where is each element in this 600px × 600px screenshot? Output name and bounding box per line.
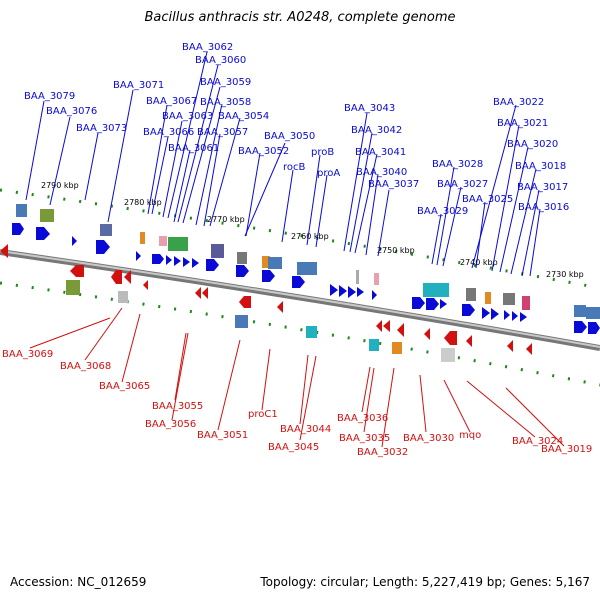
genome-summary-text: Topology: circular; Length: 5,227,419 bp… (260, 575, 590, 589)
gene-label: BAA_3020 (507, 139, 558, 150)
gene-label: mqo (459, 430, 481, 441)
gene-label: BAA_3060 (195, 55, 246, 66)
gene-label: BAA_3029 (417, 206, 468, 217)
gene-label: BAA_3071 (113, 80, 164, 91)
tick-label: 2790 kbp (41, 181, 79, 190)
gene-label: BAA_3056 (145, 419, 196, 430)
gene-label: BAA_3076 (46, 106, 97, 117)
gene-label: BAA_3035 (339, 433, 390, 444)
top-gene-labels: BAA_3062 BAA_3060 BAA_3059 BAA_3071 BAA_… (24, 42, 569, 217)
gene-label: BAA_3050 (264, 131, 315, 142)
tick-label: 2740 kbp (460, 258, 498, 267)
gene-label: BAA_3055 (152, 401, 203, 412)
gene-label: BAA_3025 (462, 194, 513, 205)
bottom-leader-lines (29, 307, 565, 448)
gene-label: BAA_3051 (197, 430, 248, 441)
genome-title: Bacillus anthracis str. A0248, complete … (144, 10, 456, 25)
gene-label: BAA_3066 (143, 127, 194, 138)
tick-label: 2770 kbp (207, 215, 245, 224)
gene-blocks (16, 204, 600, 362)
gene-label: BAA_3062 (182, 42, 233, 53)
gene-label: BAA_3058 (200, 97, 251, 108)
top-leader-lines (25, 51, 541, 277)
gene-label: BAA_3068 (60, 361, 111, 372)
gene-label: BAA_3017 (517, 182, 568, 193)
gene-label: BAA_3043 (344, 103, 395, 114)
gene-label: BAA_3040 (356, 167, 407, 178)
gene-label: BAA_3045 (268, 442, 319, 453)
gene-label: BAA_3044 (280, 424, 331, 435)
gene-label: BAA_3016 (518, 202, 569, 213)
reverse-gene-arrows (0, 244, 532, 355)
forward-gene-arrows (12, 223, 600, 334)
gene-label: proA (317, 168, 340, 179)
gene-label: rocB (283, 162, 306, 173)
gene-label: proC1 (248, 409, 278, 420)
gene-label: BAA_3022 (493, 97, 544, 108)
gene-label: BAA_3037 (368, 179, 419, 190)
gene-label: BAA_3028 (432, 159, 483, 170)
tick-label: 2730 kbp (546, 270, 584, 279)
gene-label: BAA_3069 (2, 349, 53, 360)
tick-label: 2750 kbp (377, 246, 415, 255)
gene-label: BAA_3059 (200, 77, 251, 88)
gene-label: BAA_3057 (197, 127, 248, 138)
gene-label: BAA_3036 (337, 413, 388, 424)
gene-label: BAA_3063 (162, 111, 213, 122)
gene-label: BAA_3018 (515, 161, 566, 172)
gene-label: BAA_3032 (357, 447, 408, 458)
gene-label: BAA_3021 (497, 118, 548, 129)
gene-label: BAA_3061 (168, 143, 219, 154)
gene-label: BAA_3024 (512, 436, 563, 447)
tick-label: 2760 kbp (291, 232, 329, 241)
gene-label: proB (311, 147, 334, 158)
gene-label: BAA_3052 (238, 146, 289, 157)
gene-label: BAA_3030 (403, 433, 454, 444)
gene-label: BAA_3027 (437, 179, 488, 190)
gene-label: BAA_3067 (146, 96, 197, 107)
gene-label: BAA_3041 (355, 147, 406, 158)
tick-label: 2780 kbp (124, 198, 162, 207)
gene-label: BAA_3079 (24, 91, 75, 102)
gene-label: BAA_3054 (218, 111, 269, 122)
gene-label: BAA_3019 (541, 444, 592, 455)
accession-text: Accession: NC_012659 (10, 575, 147, 589)
gene-label: BAA_3042 (351, 125, 402, 136)
gene-label: BAA_3073 (76, 123, 127, 134)
gene-label: BAA_3065 (99, 381, 150, 392)
bottom-gene-labels: BAA_3069 BAA_3068 BAA_3065 BAA_3055 BAA_… (2, 349, 592, 458)
